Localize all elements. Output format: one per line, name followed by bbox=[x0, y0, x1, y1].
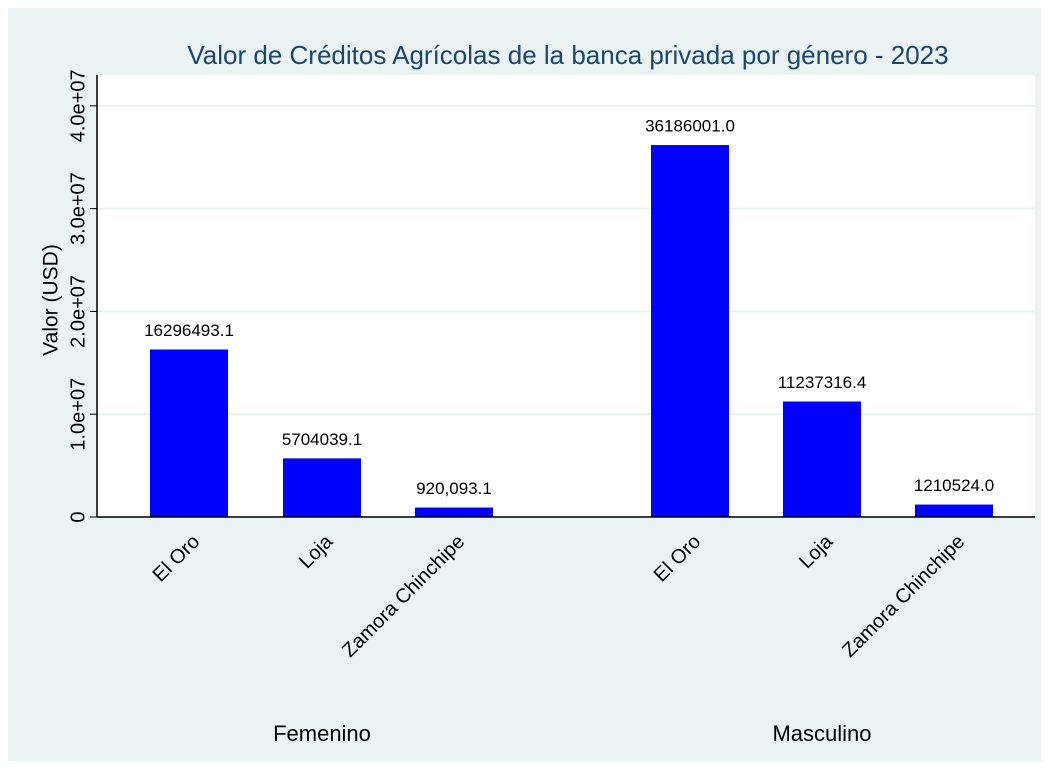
y-tick-label: 0 bbox=[67, 511, 89, 522]
bar bbox=[651, 145, 729, 517]
value-label: 5704039.1 bbox=[282, 430, 362, 449]
value-label: 11237316.4 bbox=[778, 373, 867, 392]
y-tick-label: 4.0e+07 bbox=[67, 69, 89, 142]
bar bbox=[283, 458, 361, 517]
y-tick-label: 1.0e+07 bbox=[67, 378, 89, 451]
value-label: 920,093.1 bbox=[416, 479, 492, 498]
y-axis-label: Valor (USD) bbox=[40, 244, 63, 356]
y-tick-label: 2.0e+07 bbox=[67, 275, 89, 348]
bar bbox=[150, 349, 228, 517]
bar bbox=[915, 504, 993, 517]
value-label: 1210524.0 bbox=[914, 476, 994, 495]
plot-region bbox=[97, 75, 1035, 517]
chart-title: Valor de Créditos Agrícolas de la banca … bbox=[187, 40, 948, 70]
value-label: 16296493.1 bbox=[144, 321, 234, 340]
group-label: Masculino bbox=[772, 721, 871, 746]
bar bbox=[783, 401, 861, 517]
y-tick-label: 3.0e+07 bbox=[67, 172, 89, 245]
group-label: Femenino bbox=[273, 721, 371, 746]
value-label: 36186001.0 bbox=[645, 117, 735, 136]
bar bbox=[415, 507, 493, 517]
